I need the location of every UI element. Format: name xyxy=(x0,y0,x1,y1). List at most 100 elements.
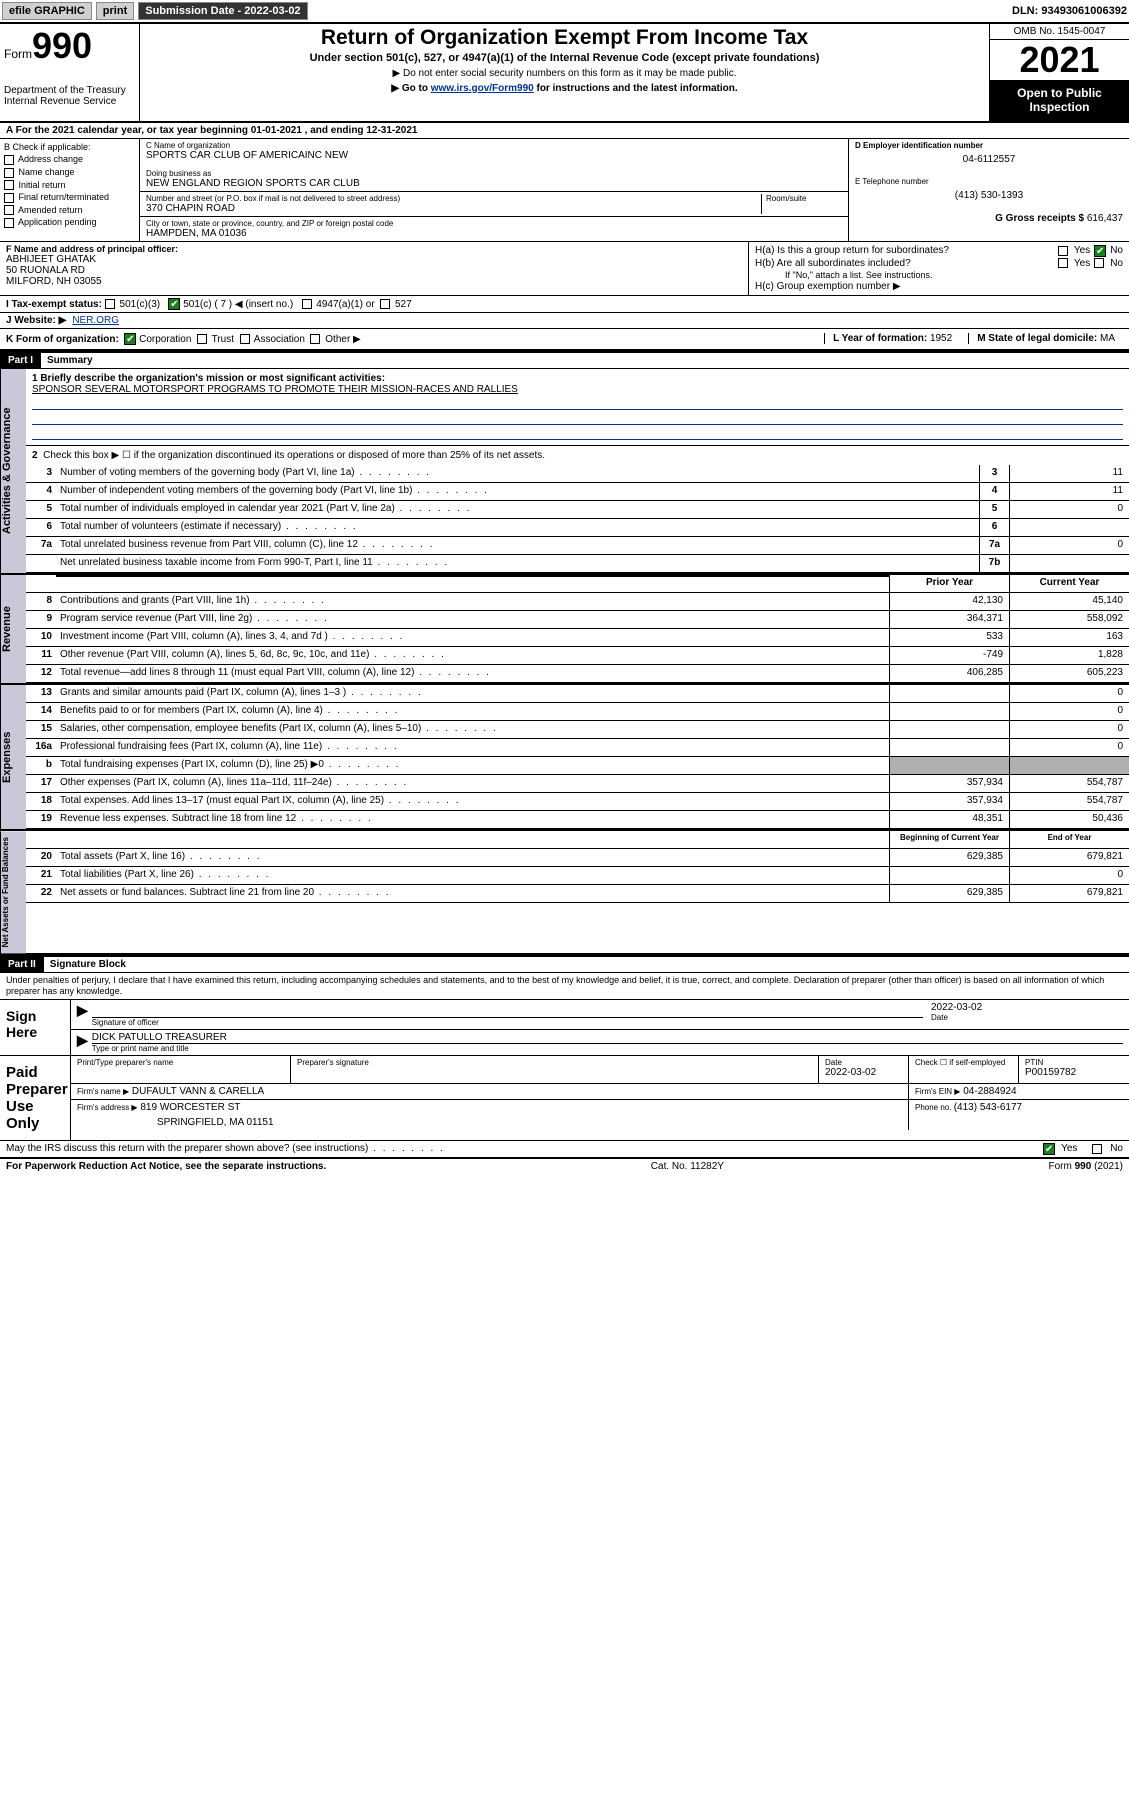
prior-val xyxy=(889,757,1009,774)
line-num: 14 xyxy=(26,703,56,720)
k-trust-box[interactable] xyxy=(197,334,207,344)
firm-addr: 819 WORCESTER ST xyxy=(140,1102,240,1113)
k-assoc-box[interactable] xyxy=(240,334,250,344)
checkbox[interactable] xyxy=(4,193,14,203)
k-label: K Form of organization: xyxy=(6,334,119,345)
hb-note: If "No," attach a list. See instructions… xyxy=(755,270,1123,280)
part1-header: Part I xyxy=(0,353,41,368)
gross-label: G Gross receipts $ xyxy=(995,213,1087,224)
line-num: 4 xyxy=(26,483,56,500)
org-name-label: C Name of organization xyxy=(146,141,842,150)
website-link[interactable]: NER.ORG xyxy=(72,315,119,326)
form-subtitle: Under section 501(c), 527, or 4947(a)(1)… xyxy=(146,52,983,64)
line-num: 16a xyxy=(26,739,56,756)
l-value: 1952 xyxy=(930,333,952,344)
prep-date-label: Date xyxy=(825,1058,902,1067)
hb-no-box[interactable] xyxy=(1094,258,1104,268)
j-label: J Website: ▶ xyxy=(6,315,66,326)
summary-line: 6Total number of volunteers (estimate if… xyxy=(26,519,1129,537)
line-text: Net assets or fund balances. Subtract li… xyxy=(56,885,889,902)
prior-val: 42,130 xyxy=(889,593,1009,610)
form-note1: ▶ Do not enter social security numbers o… xyxy=(146,68,983,79)
col-c: C Name of organization SPORTS CAR CLUB O… xyxy=(140,139,849,241)
line-val xyxy=(1009,555,1129,572)
summary-line: 22Net assets or fund balances. Subtract … xyxy=(26,885,1129,903)
line-text: Number of voting members of the governin… xyxy=(56,465,979,482)
paid-preparer-label: Paid Preparer Use Only xyxy=(0,1056,70,1140)
checkbox[interactable] xyxy=(4,168,14,178)
current-val: 45,140 xyxy=(1009,593,1129,610)
firm-phone: (413) 543-6177 xyxy=(954,1102,1022,1113)
prior-year-header: Prior Year xyxy=(889,575,1009,592)
discuss-no-box[interactable] xyxy=(1092,1144,1102,1154)
ha-yes-box[interactable] xyxy=(1058,246,1068,256)
k-corp: Corporation xyxy=(139,334,191,345)
current-val: 0 xyxy=(1009,703,1129,720)
row-k: K Form of organization: ✔ Corporation Tr… xyxy=(0,329,1129,351)
officer-typed-name: DICK PATULLO TREASURER xyxy=(92,1032,1123,1044)
hb-yes-box[interactable] xyxy=(1058,258,1068,268)
print-button[interactable]: print xyxy=(96,2,134,20)
summary-line: 13Grants and similar amounts paid (Part … xyxy=(26,685,1129,703)
line-num: 21 xyxy=(26,867,56,884)
line-text: Benefits paid to or for members (Part IX… xyxy=(56,703,889,720)
checkbox[interactable] xyxy=(4,155,14,165)
officer-addr2: MILFORD, NH 03055 xyxy=(6,276,742,287)
line-text: Total revenue—add lines 8 through 11 (mu… xyxy=(56,665,889,682)
k-corp-box[interactable]: ✔ xyxy=(124,333,136,345)
prior-val: -749 xyxy=(889,647,1009,664)
summary-line: 16aProfessional fundraising fees (Part I… xyxy=(26,739,1129,757)
prior-val xyxy=(889,703,1009,720)
firm-ein: 04-2884924 xyxy=(963,1086,1016,1097)
checkbox-item: Initial return xyxy=(4,179,135,192)
irs-link[interactable]: www.irs.gov/Form990 xyxy=(431,83,534,94)
checkbox[interactable] xyxy=(4,218,14,228)
checkbox[interactable] xyxy=(4,205,14,215)
checkbox[interactable] xyxy=(4,180,14,190)
k-other-box[interactable] xyxy=(310,334,320,344)
line-num: 12 xyxy=(26,665,56,682)
current-val: 605,223 xyxy=(1009,665,1129,682)
submission-date: Submission Date - 2022-03-02 xyxy=(138,2,307,20)
header-middle: Return of Organization Exempt From Incom… xyxy=(140,24,989,121)
phone-label: E Telephone number xyxy=(855,177,1123,186)
prior-val: 364,371 xyxy=(889,611,1009,628)
line-num: 18 xyxy=(26,793,56,810)
expenses-block: Expenses 13Grants and similar amounts pa… xyxy=(0,685,1129,831)
col-h: H(a) Is this a group return for subordin… xyxy=(749,242,1129,295)
summary-line: 3Number of voting members of the governi… xyxy=(26,465,1129,483)
firm-addr-label: Firm's address ▶ xyxy=(77,1103,138,1112)
line-text: Other revenue (Part VIII, column (A), li… xyxy=(56,647,889,664)
col-b-checkboxes: B Check if applicable: Address change Na… xyxy=(0,139,140,241)
vtab-expenses: Expenses xyxy=(0,685,26,829)
prior-val: 406,285 xyxy=(889,665,1009,682)
line-val: 0 xyxy=(1009,537,1129,554)
line-text: Total expenses. Add lines 13–17 (must eq… xyxy=(56,793,889,810)
line-text: Number of independent voting members of … xyxy=(56,483,979,500)
prior-val: 357,934 xyxy=(889,775,1009,792)
line-text: Total unrelated business revenue from Pa… xyxy=(56,537,979,554)
i-501c3-box[interactable] xyxy=(105,299,115,309)
current-val: 554,787 xyxy=(1009,793,1129,810)
ptin-label: PTIN xyxy=(1025,1058,1123,1067)
i-4947-box[interactable] xyxy=(302,299,312,309)
ha-yes: Yes xyxy=(1074,245,1090,256)
city-label: City or town, state or province, country… xyxy=(146,219,842,228)
topbar: efile GRAPHIC print Submission Date - 20… xyxy=(0,0,1129,22)
city-state-zip: HAMPDEN, MA 01036 xyxy=(146,228,842,239)
current-val: 554,787 xyxy=(1009,775,1129,792)
ha-no-box[interactable]: ✔ xyxy=(1094,245,1106,257)
note2-pre: ▶ Go to xyxy=(391,83,430,94)
i-527-box[interactable] xyxy=(380,299,390,309)
line-num: 3 xyxy=(26,465,56,482)
checkbox-item: Final return/terminated xyxy=(4,191,135,204)
sign-here-label: Sign Here xyxy=(0,1000,70,1055)
current-year-header: Current Year xyxy=(1009,575,1129,592)
firm-ein-label: Firm's EIN ▶ xyxy=(915,1087,960,1096)
dba-name: NEW ENGLAND REGION SPORTS CAR CLUB xyxy=(146,178,842,189)
hb-text: H(b) Are all subordinates included? xyxy=(755,258,1054,269)
line-num: 9 xyxy=(26,611,56,628)
i-501c-box[interactable]: ✔ xyxy=(168,298,180,310)
current-val: 558,092 xyxy=(1009,611,1129,628)
discuss-yes-box[interactable]: ✔ xyxy=(1043,1143,1055,1155)
